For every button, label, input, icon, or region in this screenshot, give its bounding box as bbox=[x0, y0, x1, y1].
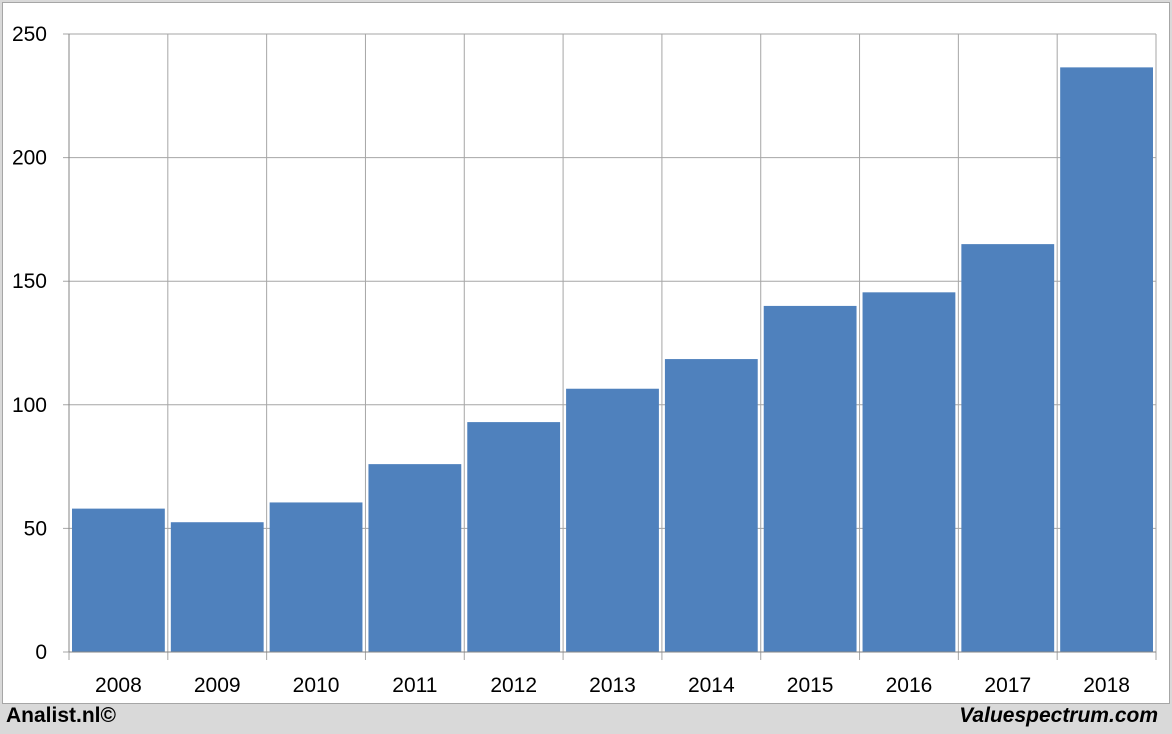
bar-2009 bbox=[170, 522, 264, 652]
bar-chart: 0 50 100 150 200 250 2008 2009 2010 2011 2012 2013… bbox=[12, 23, 1157, 697]
y-tick-label: 50 bbox=[24, 517, 47, 540]
watermark-site: Valuespectrum.com bbox=[959, 704, 1158, 727]
bar-2018 bbox=[1060, 67, 1153, 652]
y-tick-label: 200 bbox=[12, 147, 47, 170]
bar-2010 bbox=[269, 502, 363, 652]
x-tick-label: 2009 bbox=[194, 674, 241, 697]
y-tick-label: 0 bbox=[35, 641, 47, 664]
bar-2014 bbox=[664, 359, 758, 652]
axes bbox=[68, 34, 1156, 653]
x-tick-label: 2016 bbox=[886, 674, 933, 697]
x-tick-labels: 2008 2009 2010 2011 2012 2013 2014 2015 2016 2017… bbox=[95, 674, 1130, 697]
y-tick-labels: 0 50 100 150 200 250 bbox=[12, 23, 47, 664]
bar-2016 bbox=[862, 292, 956, 652]
y-tick-label: 150 bbox=[12, 270, 47, 293]
bar-2011 bbox=[368, 464, 462, 652]
bars bbox=[72, 67, 1153, 652]
bar-2017 bbox=[961, 244, 1055, 652]
bar-2015 bbox=[763, 305, 857, 652]
x-tick-label: 2008 bbox=[95, 674, 142, 697]
source-credit: Analist.nl© bbox=[6, 704, 116, 727]
x-tick-label: 2015 bbox=[787, 674, 834, 697]
x-tick-label: 2011 bbox=[392, 674, 437, 697]
x-tick-label: 2018 bbox=[1083, 674, 1130, 697]
x-tick-label: 2012 bbox=[490, 674, 537, 697]
y-tick-label: 250 bbox=[12, 23, 47, 46]
bar-2012 bbox=[467, 422, 561, 652]
x-tick-label: 2013 bbox=[589, 674, 636, 697]
x-tick-label: 2014 bbox=[688, 674, 735, 697]
bar-2013 bbox=[566, 388, 659, 652]
y-tick-label: 100 bbox=[12, 394, 47, 417]
x-tick-label: 2010 bbox=[293, 674, 340, 697]
bar-2008 bbox=[72, 508, 165, 652]
x-tick-label: 2017 bbox=[984, 674, 1031, 697]
